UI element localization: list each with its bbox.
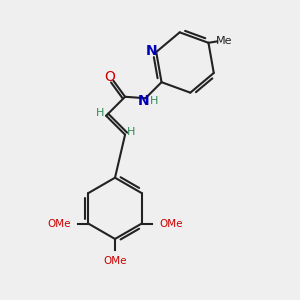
Text: N: N bbox=[146, 44, 158, 58]
Text: OMe: OMe bbox=[103, 256, 127, 266]
Text: O: O bbox=[104, 70, 116, 84]
Text: H: H bbox=[127, 128, 136, 137]
Text: H: H bbox=[95, 108, 104, 118]
Text: OMe: OMe bbox=[47, 219, 71, 229]
Text: OMe: OMe bbox=[159, 219, 182, 229]
Text: N: N bbox=[137, 94, 149, 108]
Text: H: H bbox=[149, 96, 158, 106]
Text: Me: Me bbox=[216, 36, 233, 46]
